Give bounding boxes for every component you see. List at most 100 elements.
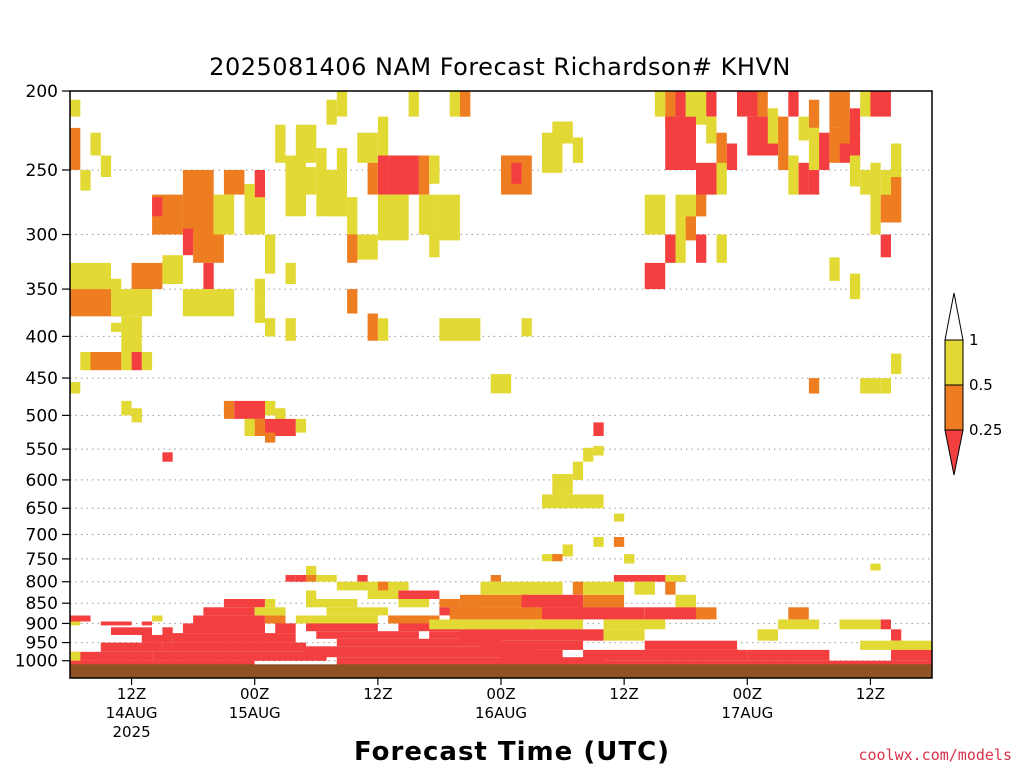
heatmap-cell	[295, 418, 307, 433]
y-axis: 200 250 300 350 400 450 500 550 600 650 700 750 8008…	[15, 82, 70, 672]
heatmap-cell	[336, 148, 348, 170]
heatmap-cell	[254, 278, 265, 299]
heatmap-cell	[613, 537, 625, 547]
heatmap-cell	[891, 649, 932, 661]
heatmap-cell	[111, 278, 122, 317]
heatmap-cell	[131, 352, 142, 371]
heatmap-cell	[357, 132, 378, 163]
heatmap-cell	[706, 116, 717, 144]
heatmap-cell	[870, 162, 881, 235]
heatmap-cell	[644, 194, 666, 235]
heatmap-cell	[767, 108, 779, 144]
heatmap-cell	[696, 607, 717, 620]
heatmap-cell	[398, 599, 430, 608]
heatmap-cell	[285, 155, 306, 217]
heatmap-cell	[460, 629, 604, 641]
heatmap-cell	[891, 353, 902, 375]
y-tick-label: 250	[26, 161, 58, 181]
heatmap-cell	[603, 629, 645, 641]
heatmap-cell	[429, 155, 440, 184]
heatmap-cell	[316, 162, 327, 217]
heatmap-cell	[152, 615, 163, 622]
heatmap-cell	[593, 537, 604, 547]
y-tick-label: 350	[26, 280, 58, 300]
heatmap-cell	[439, 318, 481, 341]
heatmap-cell	[849, 108, 861, 133]
heatmap-cell	[265, 234, 276, 274]
heatmap-cell	[685, 91, 696, 117]
heatmap-cell	[439, 599, 460, 608]
heatmap-cell	[111, 627, 152, 635]
y-tick-label: 750	[26, 550, 58, 570]
x-tick-label: 16AUG	[475, 704, 527, 722]
heatmap-cell	[295, 615, 378, 624]
heatmap-cell	[213, 194, 235, 235]
heatmap-cell	[665, 116, 696, 170]
heatmap-cell	[285, 575, 296, 582]
heatmap-cell	[583, 447, 594, 462]
heatmap-cell	[100, 155, 112, 177]
heatmap-cell	[891, 629, 902, 641]
heatmap-cell	[593, 445, 604, 456]
heatmap-cell	[418, 155, 430, 195]
heatmap-cell	[377, 581, 389, 591]
heatmap-cell	[798, 162, 809, 195]
heatmap-cell	[100, 642, 163, 652]
heatmap-cell	[121, 316, 142, 354]
heatmap-cell	[449, 607, 543, 620]
heatmap-cell	[162, 627, 173, 635]
heatmap-cell	[295, 124, 317, 163]
heatmap-cell	[891, 177, 902, 223]
heatmap-cell	[480, 640, 584, 650]
x-tick-label: 2025	[113, 723, 151, 741]
heatmap-cell	[172, 633, 296, 643]
heatmap-cell	[613, 575, 686, 582]
heatmap-cell	[398, 590, 440, 599]
heatmap-cell	[490, 374, 512, 394]
heatmap-cell	[80, 352, 91, 371]
x-tick-label: 17AUG	[721, 704, 773, 722]
heatmap-cell	[100, 621, 132, 626]
heatmap-cell	[152, 197, 163, 217]
y-tick-label: 1000	[15, 652, 58, 672]
heatmap-cell	[860, 378, 881, 394]
heatmap-cell	[583, 649, 748, 661]
heatmap-cells	[70, 91, 932, 672]
heatmap-cell	[203, 262, 214, 290]
heatmap-cell	[675, 594, 696, 608]
heatmap-cell	[285, 262, 296, 284]
heatmap-cell	[654, 91, 666, 117]
heatmap-cell	[306, 646, 532, 658]
heatmap-cell	[408, 91, 419, 117]
x-tick-label: 12Z	[363, 685, 392, 703]
heatmap-cell	[870, 563, 881, 571]
heatmap-cell	[613, 513, 625, 522]
y-tick-label: 500	[26, 406, 58, 426]
ground-layer	[70, 664, 932, 678]
heatmap-cell	[306, 167, 317, 195]
legend-swatch	[944, 384, 964, 431]
heatmap-cell	[162, 255, 183, 284]
heatmap-cell	[603, 619, 666, 630]
heatmap-cell	[275, 623, 296, 634]
heatmap-cell	[377, 318, 389, 341]
x-axis-label: Forecast Time (UTC)	[354, 737, 670, 767]
heatmap-cell	[70, 651, 153, 661]
heatmap-cell	[141, 352, 153, 371]
x-tick-label: 00Z	[240, 685, 269, 703]
heatmap-cell	[367, 590, 399, 599]
heatmap-cell	[716, 155, 727, 195]
heatmap-cell	[90, 352, 122, 371]
heatmap-cell	[326, 99, 337, 125]
heatmap-cell	[265, 432, 276, 443]
heatmap-cell	[326, 170, 347, 217]
y-tick-label: 650	[26, 499, 58, 519]
heatmap-cell	[849, 273, 861, 300]
heatmap-cell	[70, 262, 111, 290]
y-tick-label: 300	[26, 226, 58, 246]
heatmap-cell	[819, 132, 830, 170]
heatmap-cell	[891, 143, 902, 177]
heatmap-cell	[316, 575, 337, 582]
heatmap-cell	[316, 631, 419, 639]
